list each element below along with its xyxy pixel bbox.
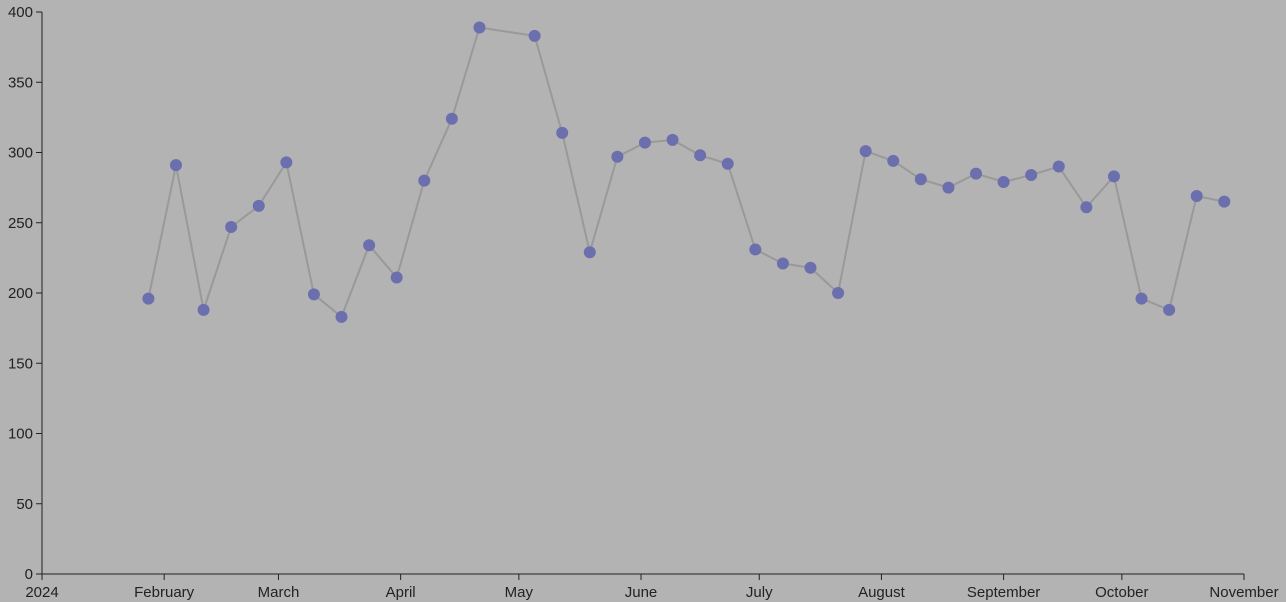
x-tick-label: July bbox=[746, 584, 773, 601]
point bbox=[804, 261, 817, 274]
point bbox=[859, 145, 872, 158]
point bbox=[749, 243, 762, 256]
point bbox=[666, 133, 679, 146]
point bbox=[528, 29, 541, 42]
point bbox=[1107, 170, 1120, 183]
y-tick-label: 200 bbox=[8, 285, 33, 302]
x-tick-label: May bbox=[505, 584, 534, 601]
point bbox=[942, 181, 955, 194]
point bbox=[1080, 201, 1093, 214]
point bbox=[307, 288, 320, 301]
point bbox=[390, 271, 403, 284]
x-tick-label: March bbox=[258, 584, 300, 601]
y-tick-label: 400 bbox=[8, 4, 33, 21]
y-tick-label: 250 bbox=[8, 215, 33, 232]
point bbox=[1190, 190, 1203, 203]
point bbox=[832, 287, 845, 299]
point bbox=[418, 174, 431, 187]
point bbox=[583, 246, 596, 259]
point bbox=[776, 257, 789, 270]
point bbox=[335, 310, 348, 323]
point bbox=[721, 157, 734, 170]
point bbox=[252, 199, 265, 212]
point bbox=[169, 159, 182, 172]
point bbox=[887, 154, 900, 167]
point bbox=[694, 149, 707, 162]
y-tick-label: 50 bbox=[16, 496, 33, 513]
point bbox=[914, 173, 927, 186]
point bbox=[225, 220, 238, 233]
point bbox=[197, 303, 210, 316]
x-tick-label: June bbox=[625, 584, 658, 601]
point bbox=[1163, 303, 1176, 316]
point bbox=[1052, 160, 1065, 173]
x-tick-label: November bbox=[1209, 584, 1278, 601]
point bbox=[611, 150, 624, 163]
x-tick-label: September bbox=[967, 584, 1040, 601]
x-tick-label: 2024 bbox=[25, 584, 58, 601]
point bbox=[142, 292, 155, 305]
x-tick-label: August bbox=[858, 584, 906, 601]
y-tick-label: 150 bbox=[8, 355, 33, 372]
point bbox=[556, 126, 569, 139]
x-tick-label: April bbox=[386, 584, 416, 601]
x-tick-label: October bbox=[1095, 584, 1148, 601]
point bbox=[970, 167, 983, 180]
x-tick-label: February bbox=[134, 584, 195, 601]
point bbox=[997, 176, 1010, 189]
y-tick-label: 300 bbox=[8, 145, 33, 162]
point bbox=[1218, 195, 1231, 208]
point bbox=[473, 21, 486, 34]
point bbox=[1025, 168, 1038, 181]
y-tick-label: 0 bbox=[25, 566, 33, 583]
point bbox=[1135, 292, 1148, 305]
y-tick-label: 350 bbox=[8, 74, 33, 91]
point bbox=[638, 136, 651, 149]
point bbox=[280, 156, 293, 169]
point bbox=[445, 112, 458, 125]
y-tick-label: 100 bbox=[8, 426, 33, 443]
point bbox=[363, 239, 376, 252]
line bbox=[147, 26, 1225, 319]
